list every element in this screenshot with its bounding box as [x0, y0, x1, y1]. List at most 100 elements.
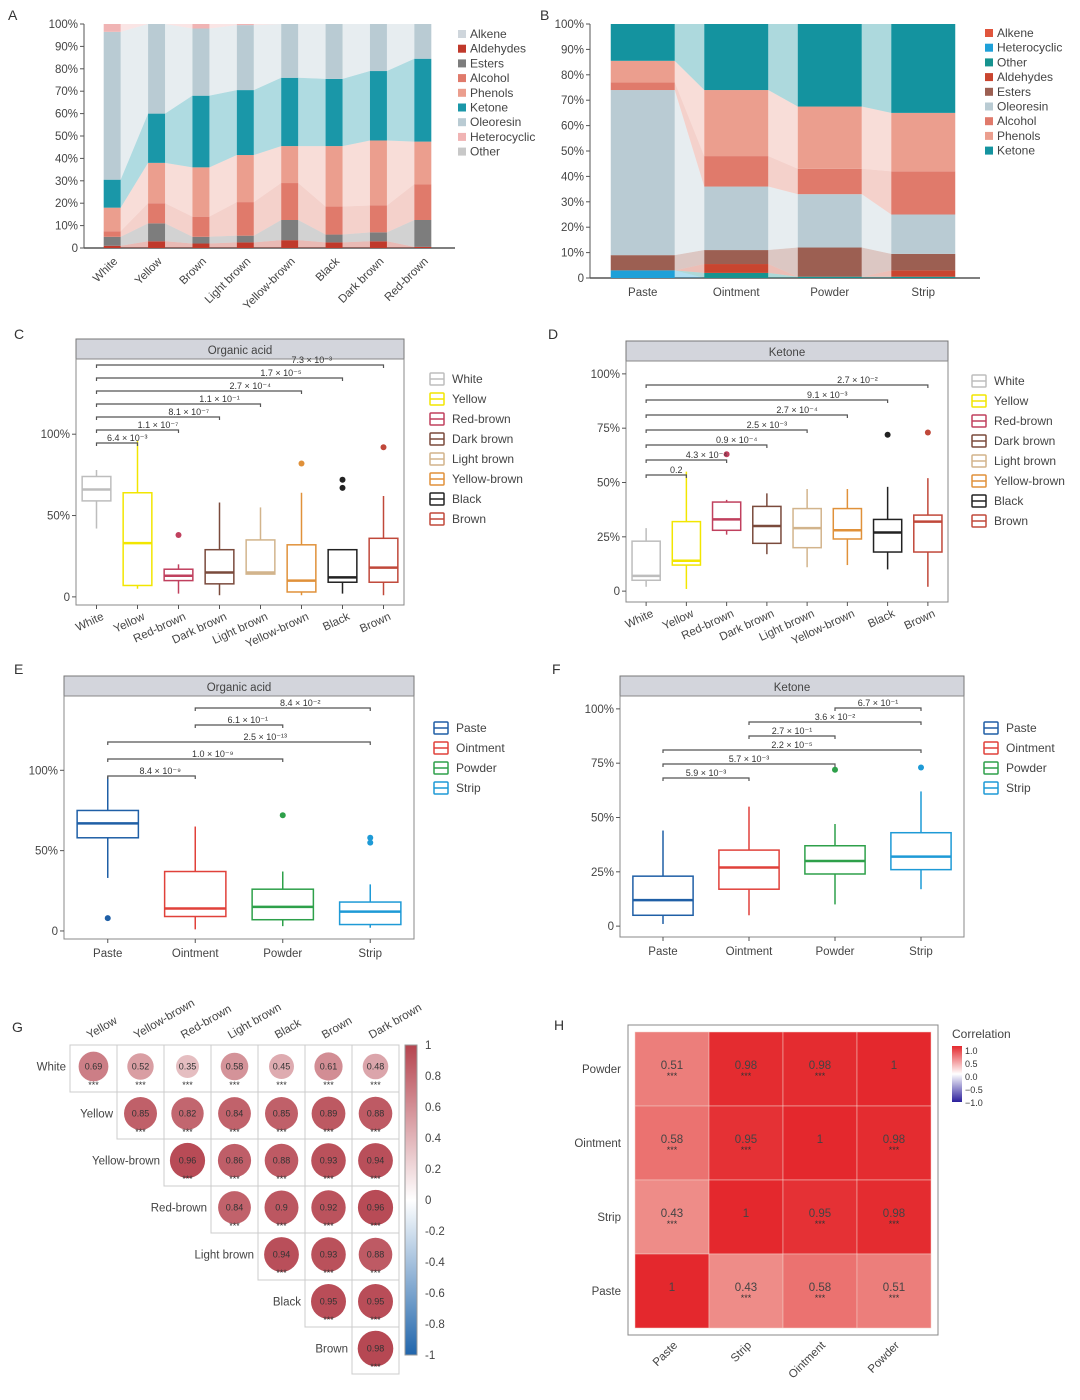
colorbar-tick-label: -0.4 [425, 1257, 445, 1269]
correlation-circle [311, 1096, 346, 1131]
significance-stars: *** [815, 1071, 826, 1081]
correlation-circle [218, 1191, 251, 1224]
correlation-circle [311, 1190, 346, 1225]
significance-stars: *** [229, 1174, 240, 1184]
flow-oleoresin [386, 24, 415, 72]
heatmap-cell [856, 1253, 932, 1329]
bar-segment-esters [281, 220, 299, 241]
heatmap-value: 0.98 [809, 1060, 831, 1072]
bar-segment-aldehydes [414, 246, 432, 248]
x-tick-label: Red-brown [383, 256, 431, 304]
bar-segment-other [891, 276, 956, 278]
comparison-bracket [645, 474, 687, 478]
row-label: Yellow-brown [92, 1156, 160, 1168]
bar-segment-phenols [148, 162, 166, 204]
correlation-circle [127, 1053, 154, 1080]
bar-segment-phenols [281, 146, 299, 184]
legend-label: Heterocyclic [997, 41, 1062, 55]
comparison-bracket [95, 416, 221, 420]
bar-segment-alcohol [891, 171, 956, 215]
legend-label: Brown [452, 512, 486, 526]
bar-segment-aldehydes [369, 241, 387, 248]
significance-stars: *** [323, 1268, 334, 1278]
significance-stars: *** [182, 1174, 193, 1184]
legend-label: Paste [1006, 721, 1037, 735]
legend-label: Yellow-brown [994, 474, 1065, 488]
y-tick-label: 100% [29, 765, 58, 777]
comparison-bracket [645, 384, 929, 388]
flow-alcohol [298, 183, 326, 235]
comparison-bracket [107, 741, 371, 745]
p-value-label: 2.7 × 10⁻² [837, 375, 878, 385]
x-tick-label: Ointment [787, 1339, 829, 1381]
outlier-point [367, 834, 374, 841]
comparison-bracket [645, 459, 728, 463]
flow-alcohol [253, 183, 282, 236]
y-tick-label: 70% [55, 86, 78, 98]
bar-segment-alcohol [148, 203, 166, 224]
column-label: Yellow [85, 1014, 120, 1041]
p-value-label: 6.1 × 10⁻¹ [227, 715, 268, 725]
comparison-bracket [645, 429, 808, 433]
flow-ketone [253, 77, 282, 156]
flow-alcohol [861, 168, 892, 215]
bar-segment-aldehydes [236, 242, 254, 248]
significance-stars: *** [667, 1071, 678, 1081]
colorbar-tick-label: 0.4 [425, 1133, 442, 1145]
legend-label: Powder [1006, 761, 1047, 775]
box-powder [251, 888, 315, 921]
significance-stars: *** [815, 1219, 826, 1229]
bar-segment-alcohol [192, 216, 210, 237]
flow-phenols [768, 90, 798, 169]
bar-segment-aldehydes [325, 242, 343, 248]
bar-segment-esters [148, 223, 166, 242]
bar-segment-phenols [103, 207, 121, 232]
correlation-circle [357, 1189, 394, 1226]
flow-other [674, 270, 705, 278]
flow-ketone [386, 58, 415, 142]
y-tick-label: 0 [578, 273, 584, 285]
row-label: Red-brown [151, 1203, 207, 1215]
p-value-label: 1.1 × 10⁻⁷ [138, 420, 179, 430]
significance-stars: *** [182, 1080, 193, 1090]
flow-aldehydes [674, 264, 705, 273]
flow-alcohol [674, 82, 705, 187]
p-value-label: 8.4 × 10⁻² [280, 698, 321, 708]
comparison-bracket [645, 399, 889, 403]
x-tick-label: Paste [93, 948, 122, 960]
heatmap-cell [856, 1179, 932, 1255]
correlation-circle [124, 1097, 157, 1130]
bar-segment-aldehydes [148, 241, 166, 248]
colorbar-tick-label: 0.2 [425, 1164, 441, 1176]
correlation-circle [314, 1052, 343, 1081]
x-tick-label: Powder [810, 287, 849, 299]
plot-frame [63, 695, 415, 940]
panel-label: C [14, 326, 24, 342]
bar-segment-esters [891, 253, 956, 271]
y-tick-label: 50% [35, 846, 58, 858]
p-value-label: 2.7 × 10⁻⁴ [230, 381, 272, 391]
p-value-label: 6.7 × 10⁻¹ [858, 698, 899, 708]
bar-segment-phenols [325, 146, 343, 207]
outlier-point [918, 764, 924, 771]
heatmap-value: 1 [891, 1060, 897, 1072]
p-value-label: 5.7 × 10⁻³ [729, 754, 770, 764]
significance-stars: *** [323, 1080, 334, 1090]
colorbar-tick-label: 1 [425, 1040, 431, 1052]
heatmap-cell [708, 1253, 784, 1329]
flow-oleoresin [768, 186, 798, 251]
bar-segment-ketone [704, 24, 769, 91]
correlation-value: 0.94 [273, 1250, 291, 1260]
column-label: Black [273, 1017, 304, 1042]
correlation-value: 0.88 [367, 1250, 385, 1260]
row-label: Strip [597, 1212, 621, 1224]
significance-stars: *** [889, 1145, 900, 1155]
legend-label: Esters [470, 56, 504, 70]
flow-aldehydes [768, 264, 798, 277]
correlation-value: 0.85 [132, 1109, 150, 1119]
flow-ketone [165, 95, 193, 168]
heatmap-cell [708, 1105, 784, 1181]
flow-heterocyclic [165, 24, 193, 29]
legend-label: Esters [997, 85, 1031, 99]
y-tick-label: 20% [561, 222, 584, 234]
